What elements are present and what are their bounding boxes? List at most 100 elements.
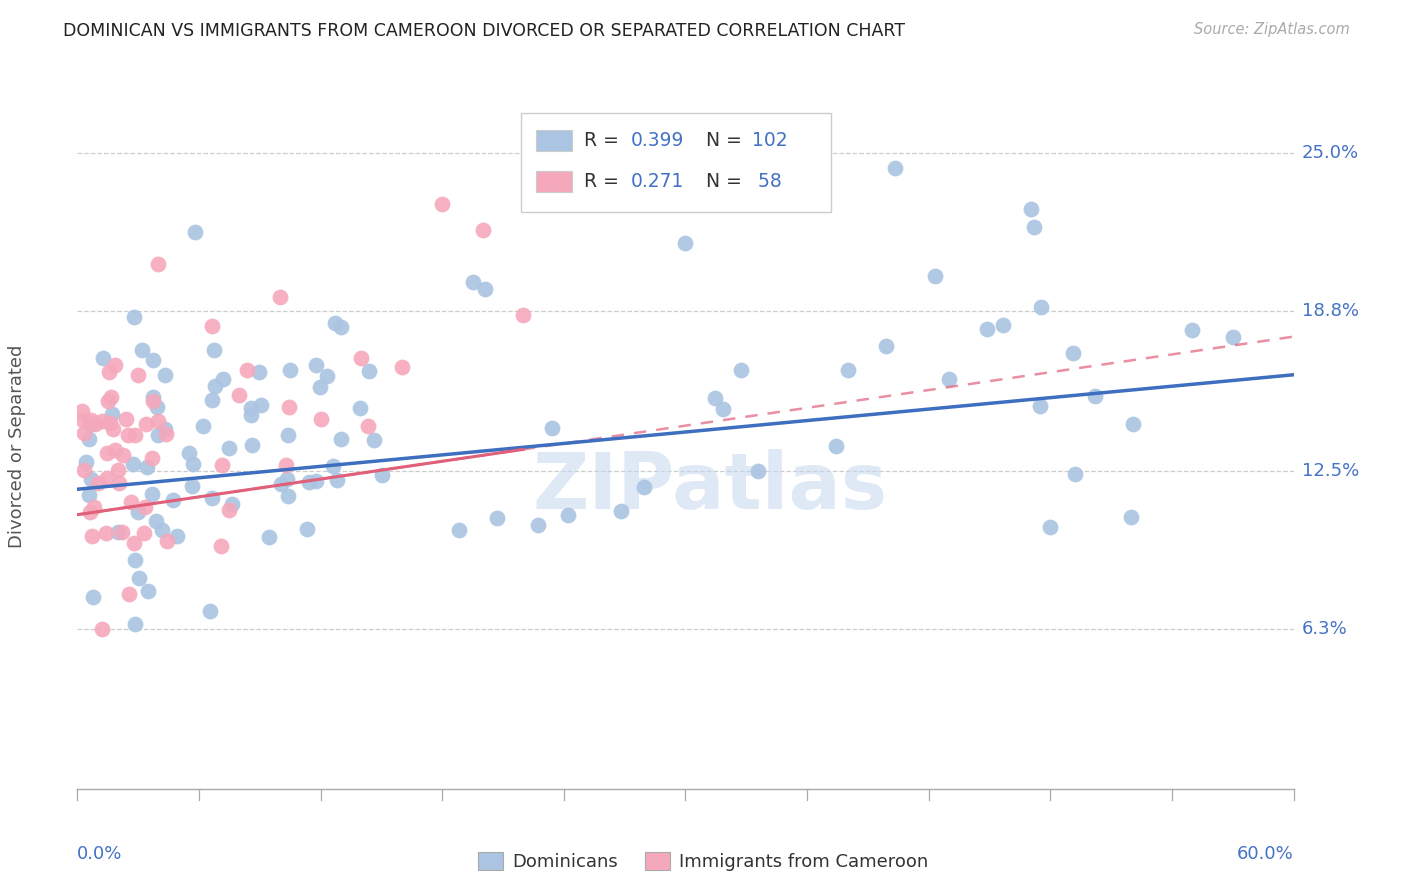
Point: [101, 422, 124, 436]
Point: [323, 316, 346, 330]
Point: [117, 428, 139, 442]
Point: [976, 322, 998, 336]
Point: [250, 398, 273, 412]
Point: [94, 526, 117, 541]
Point: [118, 587, 141, 601]
Point: [1083, 389, 1105, 403]
Point: [993, 318, 1015, 333]
Point: [371, 468, 394, 483]
Point: [257, 530, 280, 544]
Point: [610, 504, 633, 518]
Point: [73, 463, 96, 477]
Point: [87, 475, 110, 490]
Point: [96, 471, 118, 485]
Point: [100, 390, 122, 404]
Point: [825, 439, 848, 453]
Point: [304, 475, 326, 489]
Point: [326, 473, 349, 487]
Point: [141, 450, 163, 465]
Point: [127, 368, 149, 383]
Point: [236, 363, 259, 377]
Point: [269, 289, 291, 303]
Point: [297, 475, 319, 489]
Point: [633, 480, 655, 494]
Point: [1062, 346, 1084, 360]
Point: [150, 523, 173, 537]
Point: [1181, 323, 1204, 337]
Point: [104, 358, 127, 372]
Point: [162, 492, 184, 507]
Point: [79, 505, 101, 519]
Point: [83, 500, 105, 515]
Text: 0.271: 0.271: [631, 172, 685, 191]
Text: 58: 58: [752, 172, 782, 191]
Text: Divorced or Separated: Divorced or Separated: [7, 344, 25, 548]
Text: 0.399: 0.399: [631, 131, 685, 150]
Point: [276, 472, 298, 486]
Point: [357, 419, 380, 434]
Point: [166, 529, 188, 543]
Point: [202, 343, 225, 358]
Point: [675, 235, 697, 250]
Point: [277, 427, 299, 442]
Point: [75, 455, 97, 469]
Point: [221, 497, 243, 511]
Point: [322, 459, 344, 474]
Point: [218, 503, 240, 517]
Point: [1122, 417, 1144, 431]
Point: [359, 364, 381, 378]
Point: [447, 523, 470, 537]
Point: [112, 448, 135, 462]
Point: [136, 460, 159, 475]
Text: 6.3%: 6.3%: [1302, 620, 1347, 638]
Text: 12.5%: 12.5%: [1302, 462, 1358, 481]
Point: [277, 489, 299, 503]
Point: [938, 372, 960, 386]
Point: [73, 425, 96, 440]
Point: [127, 505, 149, 519]
Point: [131, 343, 153, 357]
FancyBboxPatch shape: [522, 113, 831, 212]
Point: [201, 392, 224, 407]
Point: [1039, 520, 1062, 534]
Point: [122, 310, 145, 324]
Point: [228, 388, 250, 402]
Point: [155, 427, 177, 442]
Point: [124, 617, 146, 632]
Point: [527, 518, 550, 533]
Point: [350, 351, 373, 365]
Point: [72, 412, 94, 426]
Text: 0.0%: 0.0%: [77, 846, 122, 863]
Point: [875, 339, 897, 353]
Point: [134, 525, 156, 540]
Point: [122, 457, 145, 471]
Point: [391, 359, 413, 374]
Point: [77, 488, 100, 502]
Point: [136, 583, 159, 598]
Point: [141, 486, 163, 500]
Point: [111, 524, 134, 539]
Point: [211, 458, 233, 473]
Point: [295, 522, 318, 536]
Point: [156, 534, 179, 549]
Point: [485, 511, 508, 525]
Point: [240, 408, 263, 422]
Text: N =: N =: [706, 172, 748, 191]
Point: [463, 275, 485, 289]
Point: [1222, 330, 1244, 344]
Point: [201, 491, 224, 506]
Text: 102: 102: [752, 131, 787, 150]
Point: [82, 590, 104, 604]
Point: [114, 412, 136, 426]
Point: [179, 446, 201, 460]
Point: [277, 400, 299, 414]
Point: [98, 417, 121, 431]
Point: [193, 419, 215, 434]
Point: [97, 394, 120, 409]
Point: [209, 540, 232, 554]
Point: [240, 438, 263, 452]
Point: [96, 446, 118, 460]
Point: [107, 524, 129, 539]
Text: R =: R =: [585, 131, 626, 150]
Point: [198, 603, 221, 617]
